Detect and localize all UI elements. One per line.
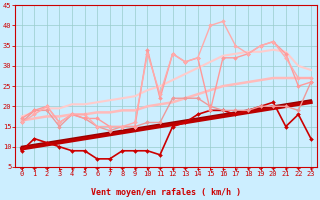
X-axis label: Vent moyen/en rafales ( km/h ): Vent moyen/en rafales ( km/h ) [91, 188, 241, 197]
